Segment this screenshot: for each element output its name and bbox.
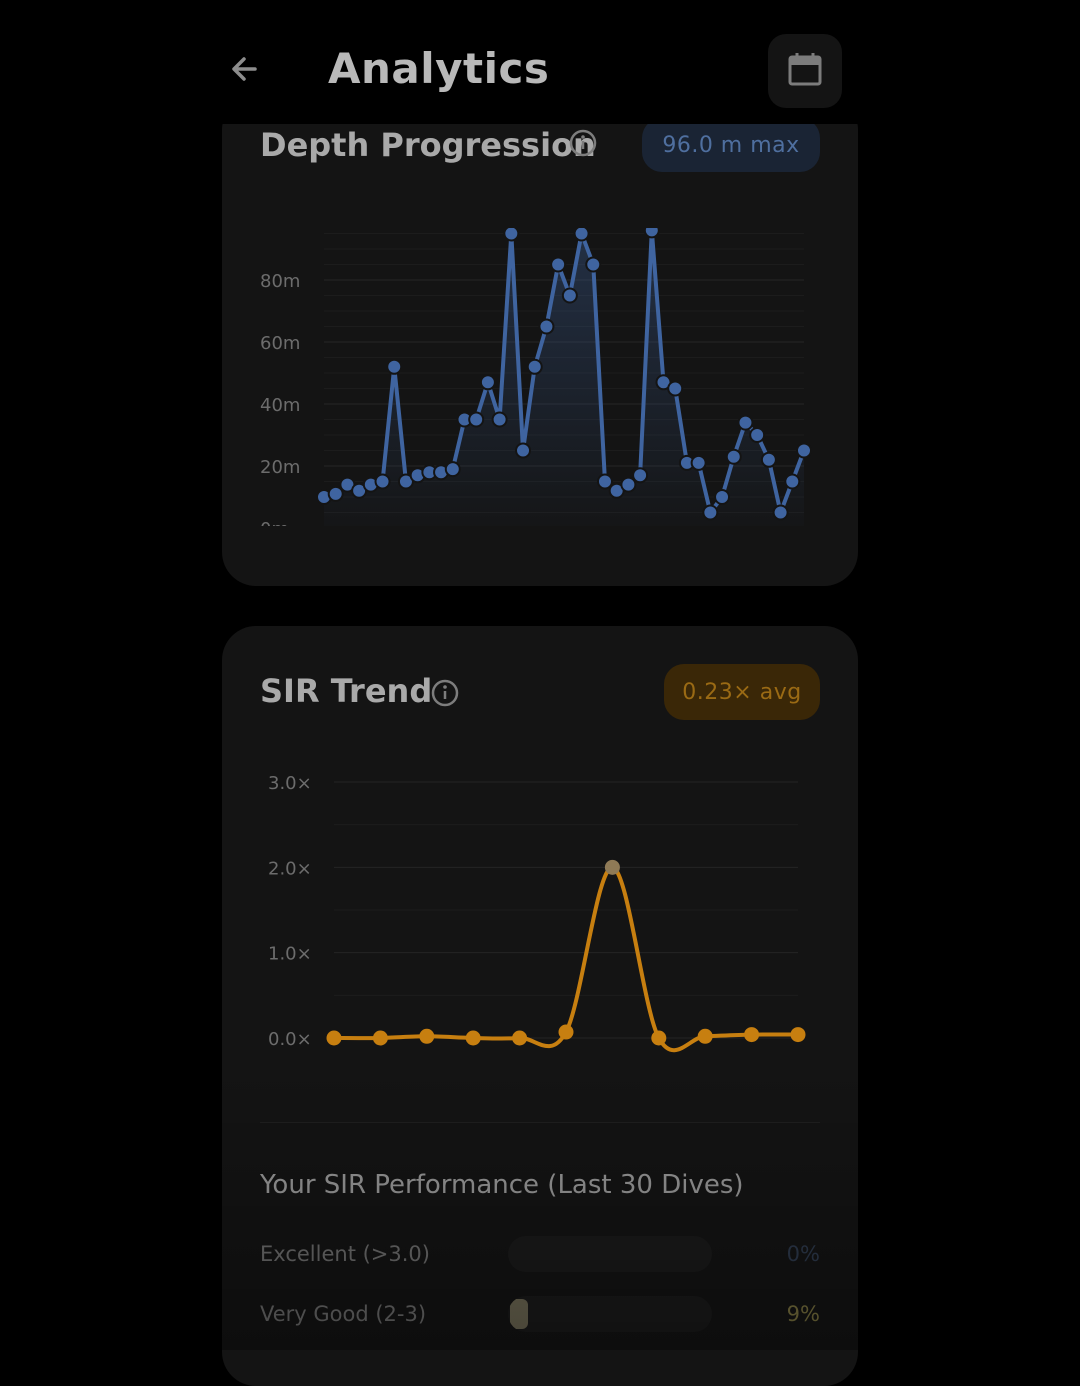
sir-average-badge: 0.23× avg [664, 664, 820, 720]
depth-progression-card: Depth Progression 96.0 m max 0m 20m 40m 60m… [222, 96, 858, 586]
sir-line [332, 865, 800, 1053]
performance-label: Excellent (>3.0) [260, 1242, 430, 1266]
depth-point [491, 411, 508, 428]
sir-chart: 0.0× 1.0× 2.0× 3.0× [268, 773, 806, 1053]
sir-point [419, 1028, 435, 1044]
app-header: Analytics [0, 0, 1080, 124]
info-icon[interactable] [568, 128, 598, 162]
depth-point [725, 448, 742, 465]
y-tick-label: 80m [260, 271, 300, 292]
sir-point [326, 1030, 342, 1046]
arrow-left-icon [225, 49, 265, 93]
y-tick-label: 40m [260, 395, 300, 416]
y-tick-label: 2.0× [268, 858, 312, 879]
performance-title: Your SIR Performance (Last 30 Dives) [260, 1170, 744, 1200]
depth-plot-area: 0m 20m 40m 60m 80m 100m [260, 209, 812, 540]
y-tick-label: 1.0× [268, 944, 312, 965]
depth-point [526, 358, 543, 375]
performance-bar [508, 1296, 712, 1332]
calendar-button[interactable] [768, 34, 842, 108]
depth-point [690, 454, 707, 471]
y-tick-label: 0m [260, 519, 289, 540]
sir-point [697, 1028, 713, 1044]
sir-point [651, 1030, 667, 1046]
depth-point [667, 380, 684, 397]
depth-point [596, 473, 613, 490]
depth-point [702, 504, 719, 521]
depth-point [573, 228, 590, 242]
sir-point [558, 1024, 574, 1040]
depth-point [374, 473, 391, 490]
depth-point [538, 318, 555, 335]
depth-point [468, 411, 485, 428]
info-icon[interactable] [430, 678, 460, 712]
depth-point [479, 374, 496, 391]
sir-trend-card: SIR Trend 0.23× avg 0.0× 1.0× 2.0× 3.0× You… [222, 626, 858, 1386]
depth-point [749, 427, 766, 443]
depth-point [760, 451, 777, 468]
depth-point [620, 476, 637, 493]
depth-point [327, 485, 344, 502]
back-button[interactable] [222, 48, 268, 94]
sir-point [790, 1027, 806, 1043]
sir-point [465, 1030, 481, 1046]
depth-point [784, 473, 801, 490]
page-title: Analytics [328, 44, 550, 93]
performance-label: Very Good (2-3) [260, 1302, 427, 1326]
depth-point [503, 228, 520, 242]
depth-point [561, 287, 578, 304]
depth-point [550, 256, 567, 273]
sir-point [372, 1030, 388, 1046]
depth-chart: 0m 20m 40m 60m 80m 100m [260, 209, 812, 540]
depth-point [444, 461, 461, 478]
sir-point [604, 859, 620, 875]
y-tick-label: 20m [260, 457, 300, 478]
depth-point [643, 228, 660, 239]
depth-point [714, 489, 731, 505]
depth-point [737, 414, 754, 431]
sir-card-title: SIR Trend [260, 672, 433, 710]
depth-point [632, 467, 649, 484]
max-depth-badge: 96.0 m max [642, 118, 820, 172]
depth-point [585, 256, 602, 273]
depth-point [515, 442, 532, 459]
sir-point [744, 1027, 760, 1043]
sir-point [512, 1030, 528, 1046]
y-tick-label: 100m [260, 209, 312, 230]
performance-row-very-good: Very Good (2-3) 9% [260, 1296, 820, 1336]
depth-card-title: Depth Progression [260, 126, 596, 164]
performance-bar [508, 1236, 712, 1272]
performance-percent: 9% [786, 1302, 820, 1326]
y-tick-label: 60m [260, 333, 300, 354]
performance-percent: 0% [786, 1242, 820, 1266]
calendar-icon [786, 50, 824, 92]
performance-bar-fill [510, 1299, 528, 1329]
y-tick-label: 3.0× [268, 773, 312, 794]
depth-point [796, 442, 812, 459]
depth-point [386, 358, 403, 375]
y-tick-label: 0.0× [268, 1029, 312, 1050]
performance-row-excellent: Excellent (>3.0) 0% [260, 1236, 820, 1276]
depth-point [772, 504, 789, 521]
divider [260, 1122, 820, 1123]
